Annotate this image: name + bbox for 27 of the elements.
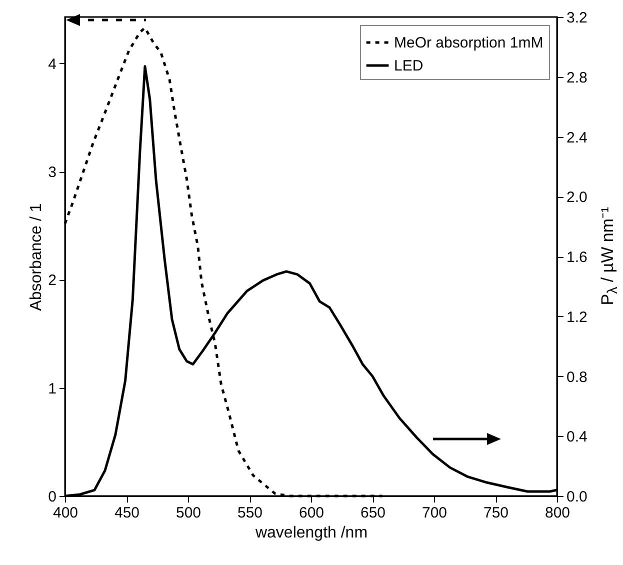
y2-tick-label: 0.0 (566, 488, 588, 506)
x-tick-label: 500 (176, 504, 202, 522)
x-tick-label: 650 (360, 504, 386, 522)
x-axis-title: wavelength /nm (254, 524, 368, 542)
y-tick-label: 3 (48, 164, 56, 182)
x-tick-label: 450 (114, 504, 140, 522)
x-tick-label: 400 (52, 504, 78, 522)
y2-tick-label: 0.4 (566, 428, 588, 446)
legend-label: LED (394, 58, 424, 74)
y2-tick-label: 1.2 (566, 308, 588, 326)
y-tick-label: 0 (48, 488, 56, 506)
x-tick-label: 800 (544, 504, 570, 522)
y-tick-label: 4 (48, 56, 56, 73)
y2-tick-label: 0.8 (566, 368, 588, 386)
x-tick-label: 550 (237, 504, 263, 522)
legend-label: MeOr absorption 1mM (394, 34, 544, 52)
x-tick-label: 750 (483, 504, 509, 522)
y2-tick-label: 3.2 (566, 10, 588, 26)
y-axis-title: Absorbance / 1 (28, 203, 46, 311)
x-tick-label: 600 (298, 504, 324, 522)
y2-tick-label: 2.4 (566, 129, 588, 146)
y-tick-label: 1 (48, 380, 56, 398)
x-tick-label: 700 (422, 504, 448, 522)
y2-tick-label: 2.8 (566, 69, 588, 86)
y2-tick-label: 2.0 (566, 189, 588, 206)
y-tick-label: 2 (48, 272, 56, 290)
y2-tick-label: 1.6 (566, 249, 588, 266)
